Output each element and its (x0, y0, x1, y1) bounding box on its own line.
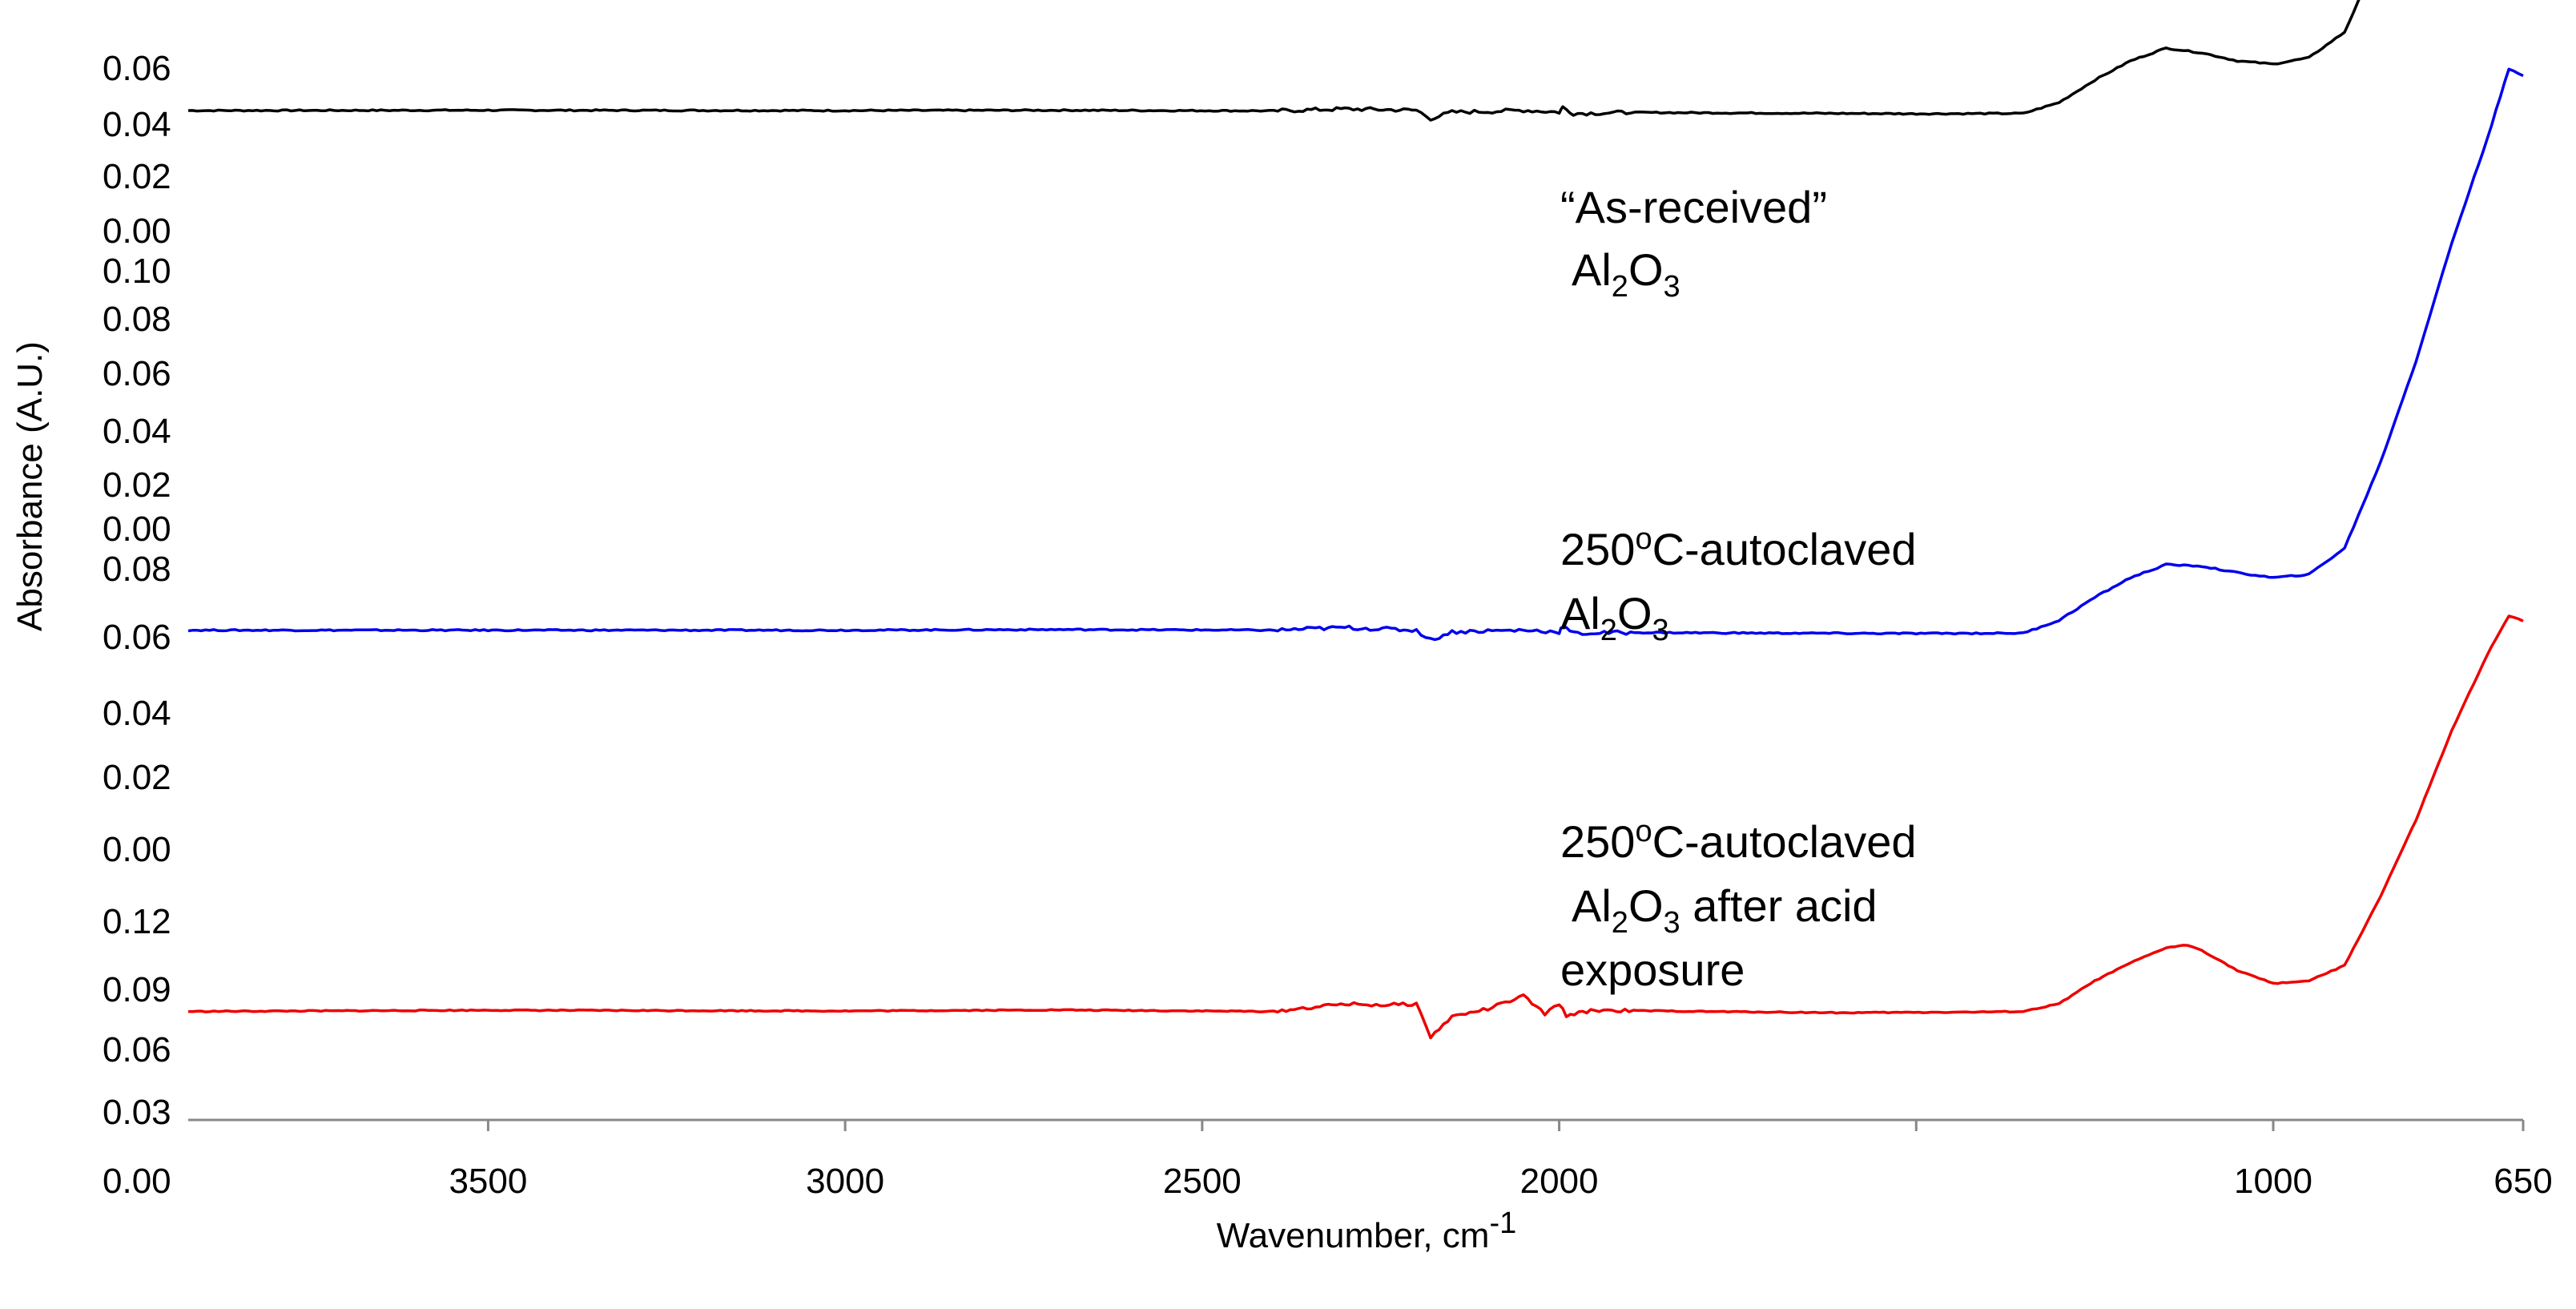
series-line-3 (187, 614, 2524, 1040)
x-tick-label: 3500 (449, 1162, 527, 1201)
y-tick-label: 0.00 (103, 1162, 171, 1201)
series-line-2 (187, 67, 2524, 642)
series-line-1 (187, 0, 2361, 122)
y-tick-label: 0.06 (103, 618, 171, 657)
x-tick-label: 1000 (2234, 1162, 2312, 1201)
x-tick-label: 2000 (1520, 1162, 1599, 1201)
x-tick-label: 650 (2493, 1162, 2552, 1201)
annotation-1-line-2: Al2O3 (1572, 244, 1680, 304)
y-tick-label: 0.00 (103, 510, 171, 549)
y-tick-label: 0.10 (103, 252, 171, 291)
series-layer (187, 0, 2524, 1040)
y-tick-label: 0.04 (103, 105, 171, 144)
y-tick-label: 0.03 (103, 1093, 171, 1132)
y-tick-label: 0.00 (103, 830, 171, 869)
y-tick-label: 0.09 (103, 970, 171, 1009)
y-axis-title: Absorbance (A.U.) (10, 341, 50, 631)
annotation-2-line-1: 250oC-autoclaved (1560, 522, 1917, 574)
annotation-3-line-2: Al2O3 after acid (1572, 880, 1878, 940)
y-tick-label: 0.06 (103, 49, 171, 88)
y-tick-label: 0.00 (103, 211, 171, 251)
y-tick-label: 0.06 (103, 354, 171, 393)
y-tick-label: 0.02 (103, 758, 171, 797)
x-tick-label: 2500 (1163, 1162, 1242, 1201)
annotation-1-line-1: “As-received” (1560, 182, 1827, 232)
y-tick-label: 0.06 (103, 1030, 171, 1069)
x-tick-label: 3000 (806, 1162, 884, 1201)
y-tick-label: 0.04 (103, 412, 171, 451)
y-tick-label: 0.02 (103, 157, 171, 196)
y-tick-label: 0.08 (103, 300, 171, 339)
annotation-3-line-3: exposure (1560, 944, 1745, 995)
annotations: “As-received” Al2O3 250oC-autoclaved Al2O3 2… (1560, 182, 1917, 995)
y-tick-label: 0.12 (103, 902, 171, 941)
y-tick-label: 0.04 (103, 694, 171, 733)
annotation-2-line-2: Al2O3 (1560, 588, 1669, 647)
y-tick-label: 0.08 (103, 550, 171, 589)
x-axis: 3500 3000 2500 2000 1000 650 (188, 1118, 2553, 1201)
x-title-main: Wavenumber, cm (1217, 1216, 1490, 1255)
x-title-sup: -1 (1489, 1206, 1516, 1240)
annotation-3-line-1: 250oC-autoclaved (1560, 815, 1917, 867)
y-axis-tick-labels: 0.060.040.020.000.100.080.060.040.020.00… (103, 49, 171, 1201)
y-tick-label: 0.02 (103, 465, 171, 505)
x-axis-title: Wavenumber, cm-1 (1217, 1206, 1517, 1255)
